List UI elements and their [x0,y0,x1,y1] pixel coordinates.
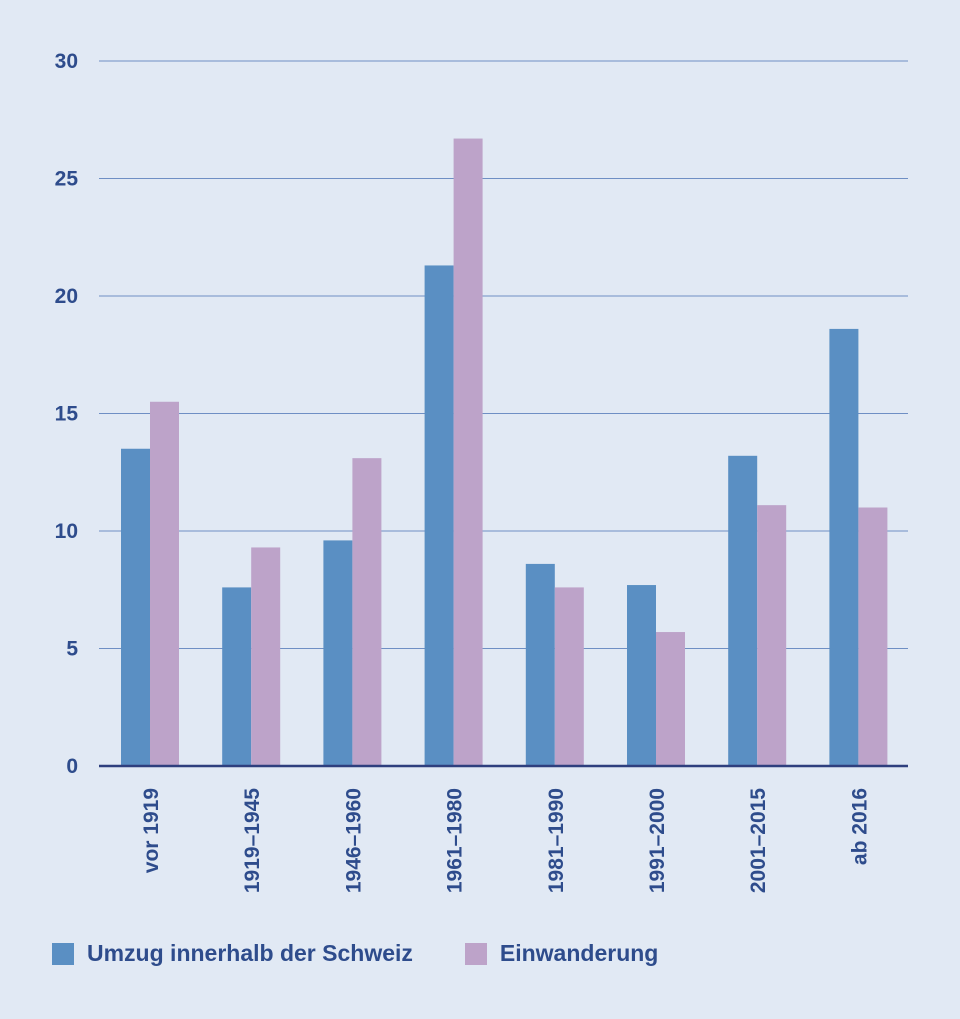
x-tick-label-2: 1946–1960 [342,788,365,893]
bar-umzug-6 [728,455,758,766]
y-tick-label-20: 20 [55,285,78,308]
y-tick-label-10: 10 [55,520,78,543]
legend-label-einwanderung: Einwanderung [499,940,659,966]
bar-umzug-7 [829,328,859,766]
bar-umzug-5 [627,585,656,766]
bar-einwanderung-1 [251,547,281,766]
gridlines [99,60,908,649]
legend: Umzug innerhalb der Schweiz Einwanderung [52,940,710,967]
x-tick-label-6: 2001–2015 [747,788,770,893]
bar-einwanderung-2 [352,458,382,766]
bar-einwanderung-5 [656,632,685,766]
bar-umzug-3 [424,265,454,766]
legend-item-umzug: Umzug innerhalb der Schweiz [52,940,413,967]
x-axis-labels: vor 1919 1919–1945 1946–1960 1961–1980 1981–… [140,788,871,893]
y-tick-label-0: 0 [66,755,78,778]
y-tick-label-5: 5 [66,638,78,661]
y-tick-label-30: 30 [55,50,78,73]
bar-einwanderung-3 [453,138,483,767]
y-tick-label-15: 15 [55,403,79,426]
y-axis-ticks: 0 5 10 15 20 25 30 [55,50,79,778]
legend-label-umzug: Umzug innerhalb der Schweiz [87,940,413,966]
y-tick-label-25: 25 [55,168,79,191]
bar-umzug-2 [323,540,353,766]
x-tick-label-0: vor 1919 [140,788,163,873]
legend-item-einwanderung: Einwanderung [464,940,659,967]
bar-einwanderung-4 [554,587,584,766]
x-tick-label-3: 1961–1980 [444,788,467,893]
bar-umzug-0 [121,448,150,766]
bar-umzug-1 [222,587,252,766]
x-tick-label-5: 1991–2000 [646,788,669,893]
x-tick-label-7: ab 2016 [848,788,871,865]
bar-einwanderung-6 [757,505,787,766]
x-tick-label-1: 1919–1945 [241,788,264,893]
bar-chart: 0 5 10 15 20 25 30 vor 1919 1919–1945 1946–1960 1… [55,50,908,893]
legend-swatch-einwanderung [464,942,487,965]
bar-umzug-4 [525,563,555,766]
bar-einwanderung-7 [858,507,888,766]
bar-einwanderung-0 [150,401,179,766]
bars [121,138,888,767]
x-tick-label-4: 1981–1990 [545,788,568,893]
legend-swatch-umzug [52,942,74,965]
